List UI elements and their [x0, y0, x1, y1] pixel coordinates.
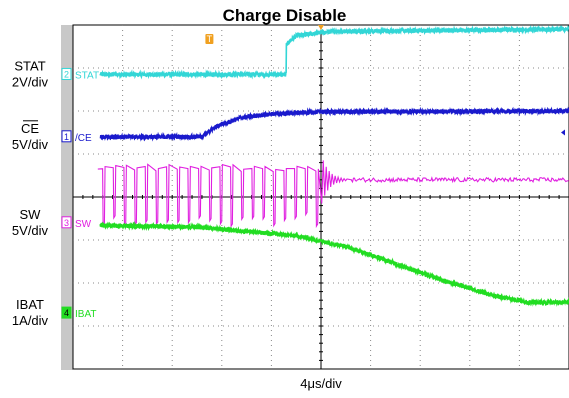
channel-name-ibat: IBAT	[16, 297, 44, 312]
channel-3-badge	[61, 216, 72, 229]
channel-scale-ibat: 1A/div	[12, 313, 49, 328]
channel-name-ce: CE	[21, 121, 39, 136]
trigger-point-marker	[318, 25, 324, 30]
channel-name-stat: STAT	[14, 58, 45, 73]
channel-2-number: 2	[64, 69, 69, 79]
timebase-label: 4μs/div	[300, 376, 342, 391]
channel-scale-sw: 5V/div	[12, 223, 49, 238]
channel-4-number: 4	[64, 308, 69, 318]
channel-1-number: 1	[64, 132, 69, 142]
channel-gutter	[61, 25, 73, 370]
channel-markers: 2 STAT 1/CE 3 SW 4 IBAT T	[61, 25, 565, 320]
trace-noise	[99, 221, 569, 307]
trace-noise	[99, 106, 569, 141]
trace-line	[97, 160, 569, 229]
series-sw-trace	[97, 160, 569, 229]
channel-1-badge	[61, 130, 72, 143]
trigger-position-marker	[205, 34, 214, 44]
trace-label-ibat: IBAT	[75, 309, 96, 320]
trigger-level-marker	[561, 129, 565, 136]
chart-title: Charge Disable	[222, 6, 347, 25]
channel-scale-ce: 5V/div	[12, 137, 49, 152]
channel-2-badge	[61, 67, 72, 80]
series-ce-trace	[99, 106, 569, 142]
trace-label-stat: STAT	[75, 70, 99, 81]
waveform-traces	[97, 24, 569, 307]
trace-label-sw: SW	[75, 219, 92, 230]
trigger-marker-label: T	[207, 34, 213, 44]
series-ibat-trace	[99, 221, 569, 307]
trace-label-ce: /CE	[75, 133, 92, 144]
series-stat-trace	[99, 24, 569, 80]
channel-name-sw: SW	[20, 207, 42, 222]
channel-3-number: 3	[64, 218, 69, 228]
channel-scale-stat: 2V/div	[12, 74, 49, 89]
channel-4-badge	[61, 306, 72, 319]
trace-noise	[99, 25, 569, 79]
